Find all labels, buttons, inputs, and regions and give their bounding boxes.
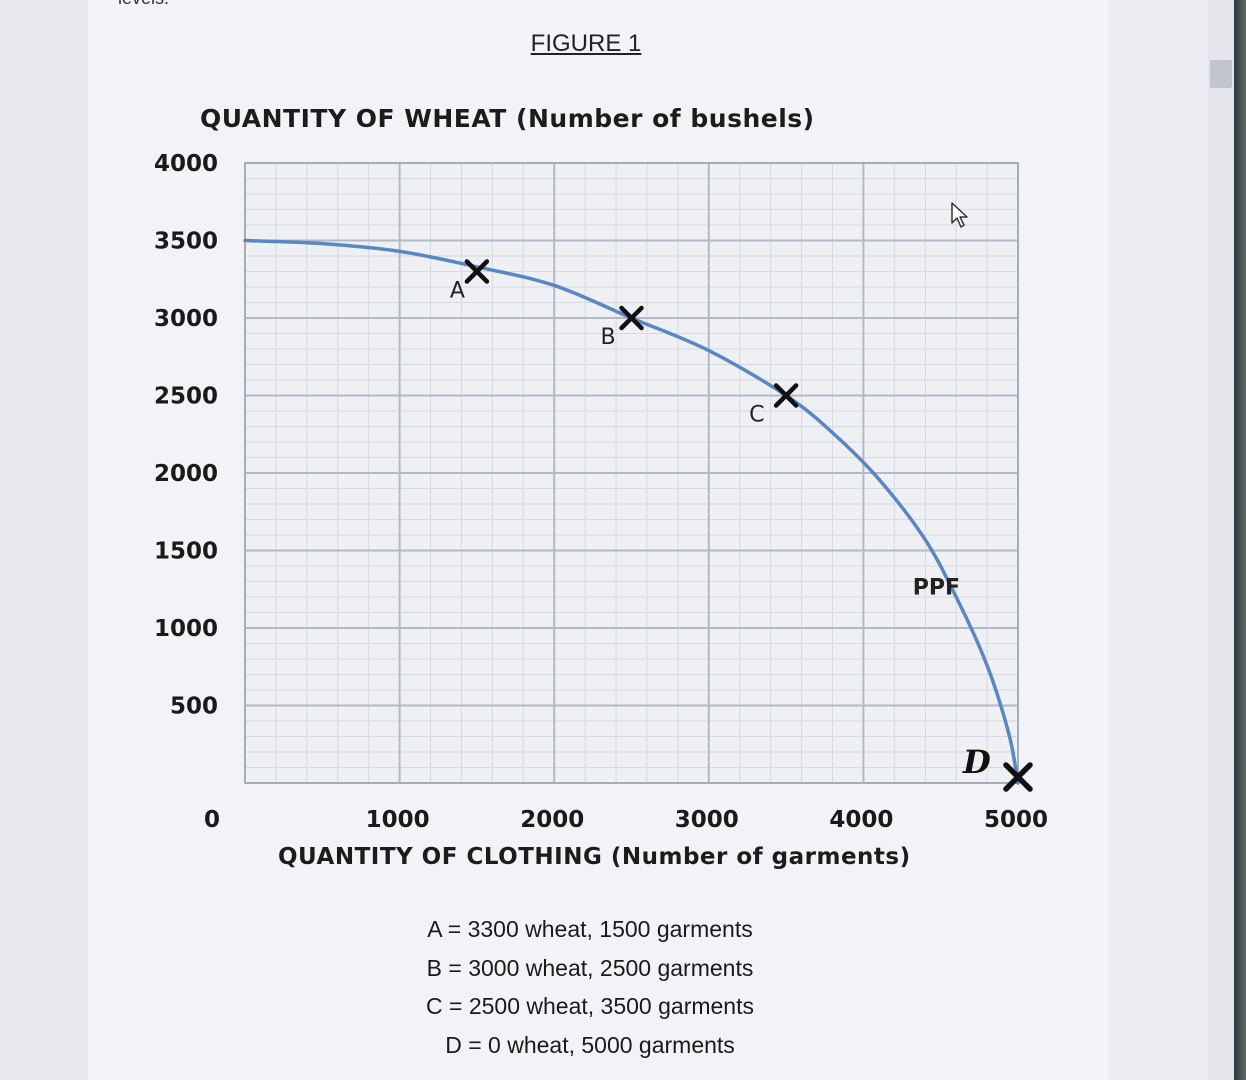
ppf-label: PPF <box>913 575 960 600</box>
point-marker-b <box>619 305 644 331</box>
chart-annotations: PPF <box>913 575 960 600</box>
note-line-b: B = 3000 wheat, 2500 garments <box>426 954 754 981</box>
y-tick-label: 3000 <box>154 306 218 332</box>
y-tick-label: 500 <box>170 694 218 720</box>
y-tick-label: 1000 <box>154 616 218 642</box>
scrollbar-thumb[interactable] <box>1210 60 1232 88</box>
x-tick-label: 1000 <box>366 807 430 833</box>
point-label-b: B <box>601 325 616 350</box>
x-tick-label: 0 <box>204 807 220 833</box>
marker-stroke <box>1003 762 1033 792</box>
y-axis-title: QUANTITY OF WHEAT (Number of bushels) <box>200 104 815 133</box>
y-tick-label: 2500 <box>154 384 218 410</box>
point-marker-d <box>1003 762 1033 792</box>
x-tick-labels: 0 1000 2000 3000 4000 5000 <box>204 807 1048 833</box>
y-tick-label: 1500 <box>154 539 218 565</box>
point-markers: A B C D <box>450 259 1033 792</box>
point-marker-c <box>773 383 799 408</box>
x-tick-label: 5000 <box>984 807 1048 833</box>
x-tick-label: 4000 <box>829 807 893 833</box>
x-tick-label: 3000 <box>675 807 739 833</box>
marker-stroke <box>619 305 644 331</box>
note-line-d: D = 0 wheat, 5000 garments <box>445 1031 735 1058</box>
point-definitions: A = 3300 wheat, 1500 garments B = 3000 w… <box>380 910 800 1064</box>
scrollbar-track[interactable] <box>1208 0 1234 1080</box>
cut-off-text: levels. <box>118 0 169 9</box>
y-tick-labels: 500 1000 1500 2000 2500 3000 3500 4000 <box>154 151 218 720</box>
point-label-c: C <box>749 403 764 428</box>
point-marker-a <box>464 259 490 284</box>
x-axis-title: QUANTITY OF CLOTHING (Number of garments… <box>278 844 911 870</box>
marker-stroke <box>464 259 490 284</box>
plot-frame <box>244 162 1019 784</box>
point-label-d: D <box>962 743 991 781</box>
marker-stroke <box>773 383 799 408</box>
figure-title: FIGURE 1 <box>530 30 642 57</box>
y-tick-label: 3500 <box>154 229 218 255</box>
mouse-pointer-icon <box>951 202 968 228</box>
screen-edge <box>1234 0 1246 1080</box>
y-tick-label: 2000 <box>154 461 218 487</box>
y-tick-label: 4000 <box>154 151 218 177</box>
x-tick-label: 2000 <box>520 807 584 833</box>
note-line-a: A = 3300 wheat, 1500 garments <box>427 916 753 942</box>
note-line-c: C = 2500 wheat, 3500 garments <box>426 993 754 1019</box>
point-label-a: A <box>450 279 465 304</box>
